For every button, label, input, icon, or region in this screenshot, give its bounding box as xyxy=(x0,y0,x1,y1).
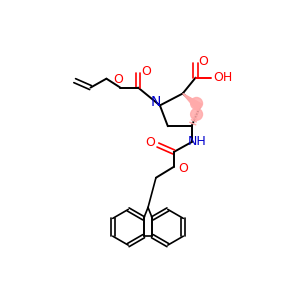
Text: N: N xyxy=(151,95,161,110)
Text: O: O xyxy=(179,162,189,175)
Text: NH: NH xyxy=(188,135,207,148)
Circle shape xyxy=(190,98,202,110)
Polygon shape xyxy=(183,94,202,110)
Circle shape xyxy=(190,108,202,120)
Text: O: O xyxy=(141,65,151,78)
Text: O: O xyxy=(145,136,155,148)
Text: O: O xyxy=(113,73,123,86)
Text: OH: OH xyxy=(214,71,233,84)
Text: O: O xyxy=(199,55,208,68)
